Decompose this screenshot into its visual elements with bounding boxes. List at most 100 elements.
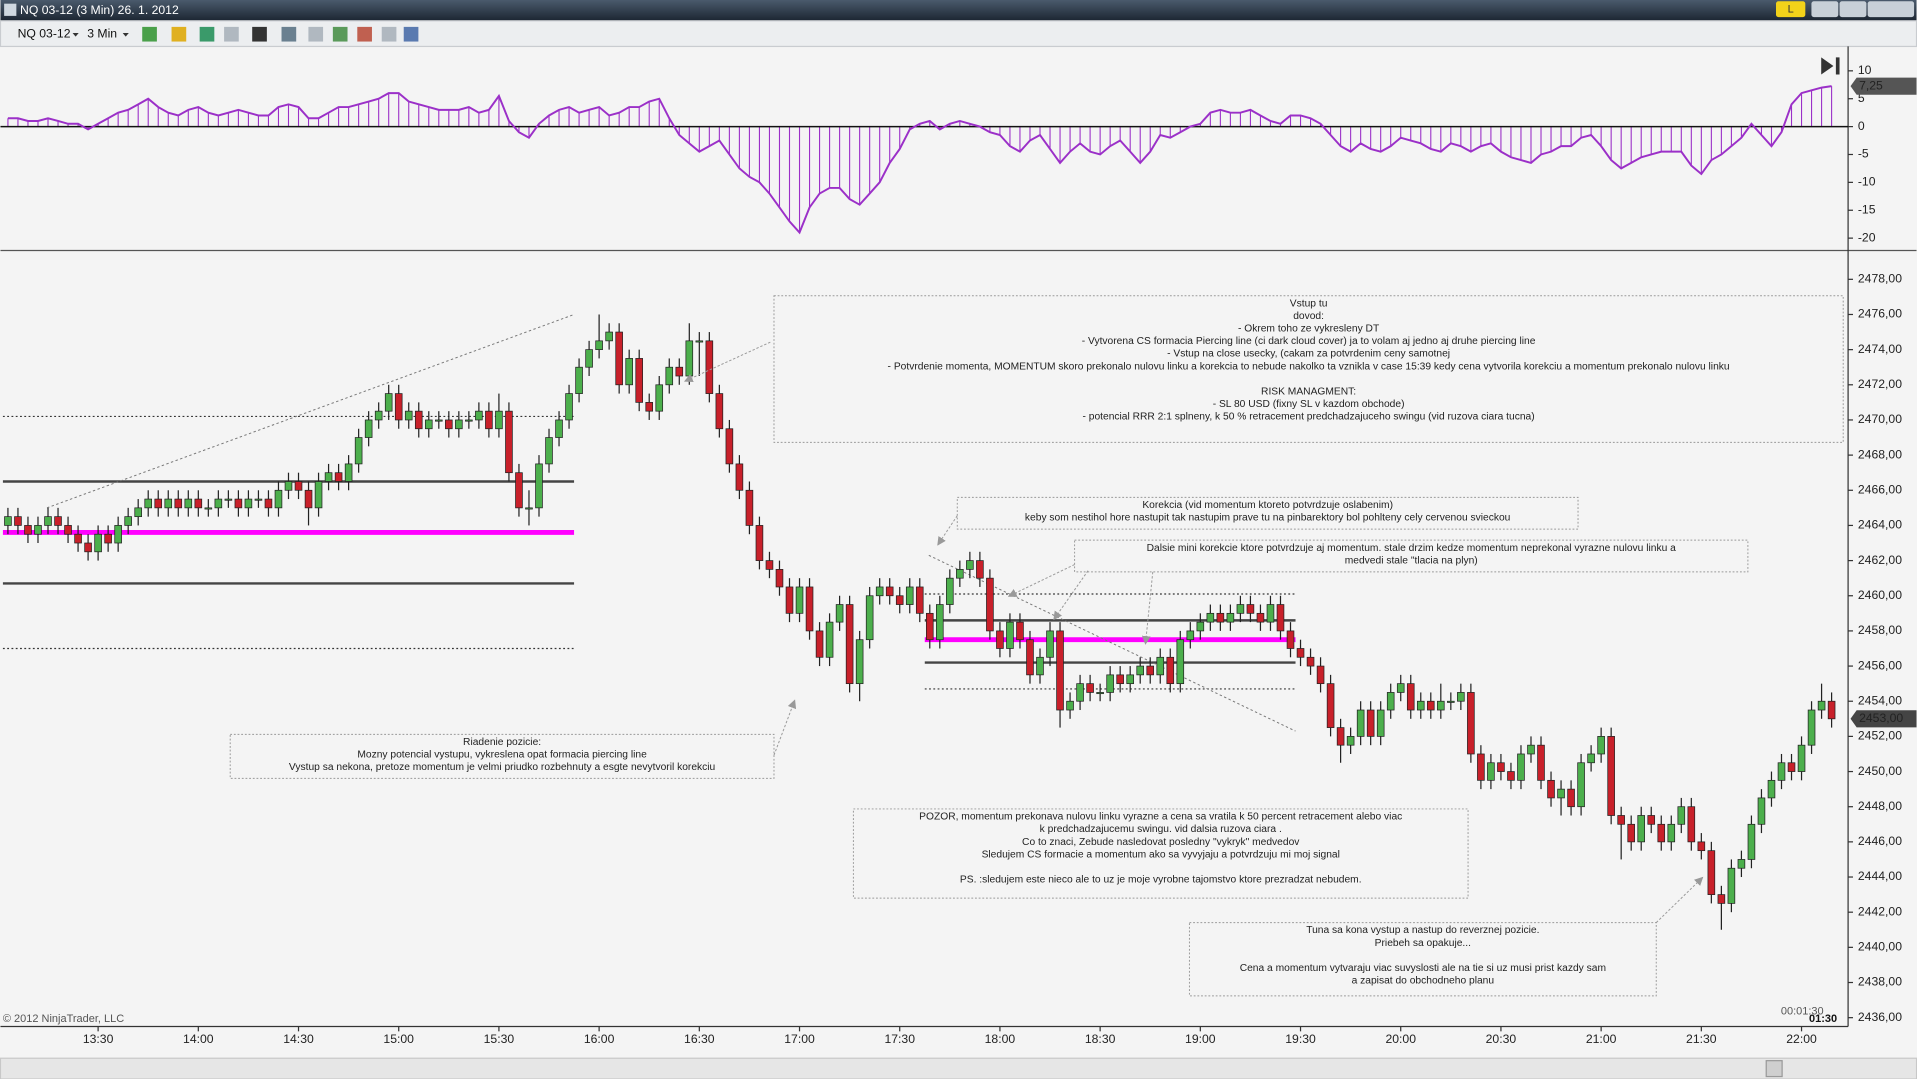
data-box-button[interactable] <box>332 26 348 42</box>
y-tick-label: 5 <box>1858 91 1865 105</box>
x-tick-label: 20:30 <box>1486 1032 1517 1046</box>
candle-body <box>845 604 854 685</box>
scroll-to-end-button[interactable] <box>1821 57 1840 75</box>
candle-body <box>925 612 934 641</box>
x-tick-label: 14:30 <box>283 1032 314 1046</box>
chart-style-button[interactable] <box>142 26 157 42</box>
candle-body <box>1106 674 1114 693</box>
x-tick-label: 17:30 <box>884 1032 915 1046</box>
candle-body <box>1427 700 1435 711</box>
annotation-box <box>1074 539 1749 573</box>
candle-body <box>384 393 393 412</box>
x-tick-label: 20:00 <box>1385 1032 1416 1046</box>
candle-body <box>254 498 263 501</box>
x-tick-label: 19:00 <box>1185 1032 1216 1046</box>
scrollbar[interactable] <box>0 1057 1917 1079</box>
close-button[interactable] <box>1867 1 1915 18</box>
instrument-selector[interactable]: NQ 03-12 <box>18 26 71 40</box>
badge-button[interactable] <box>1775 1 1806 18</box>
y-tick-label: 2456,00 <box>1858 658 1902 672</box>
annotation-arrow <box>1007 564 1075 597</box>
annotation-text: Priebeh sa opakuje... <box>1375 938 1471 949</box>
y-tick-label: 2466,00 <box>1858 482 1902 496</box>
y-tick-label: 2478,00 <box>1858 272 1902 286</box>
candle-body <box>1186 630 1195 641</box>
candle-body <box>1557 788 1565 799</box>
strategy-button[interactable] <box>224 26 239 42</box>
interval-selector[interactable]: 3 Min <box>87 26 117 40</box>
candle-body <box>1487 762 1495 781</box>
window-button[interactable] <box>403 26 419 42</box>
candle-body <box>665 366 674 386</box>
x-tick-label: 22:00 <box>1786 1032 1817 1046</box>
annotation-box <box>852 808 1469 899</box>
candle-body <box>304 489 313 509</box>
candle-body <box>154 498 163 509</box>
x-tick-label: 13:30 <box>83 1032 114 1046</box>
candle-body <box>1807 709 1816 746</box>
candle-body <box>775 569 784 588</box>
candle-body <box>615 331 623 386</box>
candle-body <box>1507 771 1515 781</box>
candle-body <box>64 525 72 535</box>
candle-body <box>324 472 333 482</box>
candle-body <box>946 577 954 605</box>
candle-body <box>445 419 453 430</box>
annotation-text: Sledujem CS formacie a momentum ako sa v… <box>982 849 1340 860</box>
x-tick-label: 15:30 <box>484 1032 515 1046</box>
dropdown-arrow[interactable] <box>72 32 79 37</box>
candle-body <box>1396 683 1405 693</box>
candle-body <box>174 498 183 509</box>
candle-body <box>535 463 543 509</box>
candle-body <box>805 586 814 632</box>
candle-body <box>555 419 563 438</box>
candle-body <box>745 489 754 526</box>
candle-body <box>485 410 493 430</box>
indicator-button[interactable] <box>199 26 215 42</box>
y-tick-label: 2476,00 <box>1858 307 1902 321</box>
template-button[interactable] <box>381 26 397 42</box>
candle-body <box>1797 744 1806 772</box>
properties-button[interactable] <box>308 26 324 42</box>
candle-body <box>996 630 1004 649</box>
candle-body <box>545 437 553 465</box>
candle-body <box>364 419 373 438</box>
zoom-button[interactable] <box>281 26 297 42</box>
annotation-text: POZOR, momentum prekonava nulovu linku v… <box>919 812 1402 823</box>
snapshot-button[interactable] <box>357 26 372 42</box>
candle-body <box>114 525 122 544</box>
candle-body <box>24 525 32 535</box>
candle-body <box>936 604 944 641</box>
candle-body <box>1787 762 1796 772</box>
maximize-button[interactable] <box>1839 1 1867 18</box>
candle-body <box>374 410 383 421</box>
badge-label[interactable]: L <box>1788 4 1794 16</box>
candle-body <box>645 402 654 412</box>
candle-body <box>1116 674 1124 685</box>
candle-body <box>1637 815 1646 843</box>
candle-body <box>1336 727 1345 746</box>
candle-body <box>404 410 413 421</box>
candle-body <box>1076 683 1084 702</box>
candle-body <box>1587 753 1595 764</box>
trend-line <box>928 554 1296 732</box>
window-title: NQ 03-12 (3 Min) 26. 1. 2012 <box>20 3 179 17</box>
candle-body <box>1707 850 1716 895</box>
minimize-button[interactable] <box>1811 1 1839 18</box>
candle-body <box>424 419 433 430</box>
y-tick-label: 2440,00 <box>1858 940 1902 954</box>
drawing-tool-button[interactable] <box>171 26 187 42</box>
dropdown-arrow[interactable] <box>122 32 129 37</box>
y-tick-label: 2470,00 <box>1858 412 1902 426</box>
crosshair-button[interactable] <box>252 26 267 42</box>
candle-body <box>44 516 52 526</box>
candle-body <box>685 340 694 377</box>
candle-body <box>1467 692 1475 755</box>
scrollbar-thumb[interactable] <box>1765 1060 1783 1078</box>
annotation-text: k predchadzajucemu swingu. vid dalsia ru… <box>1040 824 1282 835</box>
candle-body <box>1647 815 1656 825</box>
candle-body <box>986 577 994 632</box>
candle-body <box>1597 736 1605 755</box>
